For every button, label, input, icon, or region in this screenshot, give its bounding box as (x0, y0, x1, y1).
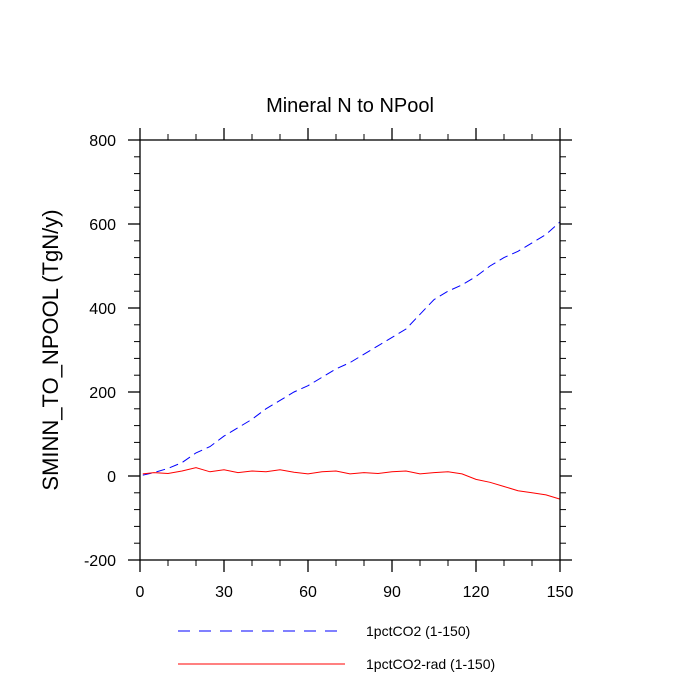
x-tick-label: 30 (215, 584, 233, 601)
x-tick-label: 90 (383, 584, 401, 601)
series-line-2 (142, 467, 561, 500)
plot-frame (139, 139, 561, 561)
y-tick-label: 400 (89, 301, 116, 318)
chart-title: Mineral N to NPool (266, 95, 434, 117)
y-axis-label: SMINN_TO_NPOOL (TgN/y) (38, 209, 63, 490)
series-group (142, 221, 561, 500)
legend-label-1: 1pctCO2 (1-150) (366, 623, 470, 639)
x-tick-label: 0 (136, 584, 145, 601)
x-tick-label: 60 (299, 584, 317, 601)
y-tick-label: -200 (84, 553, 116, 570)
x-tick-label: 120 (463, 584, 490, 601)
x-tick-label: 150 (547, 584, 574, 601)
y-tick-label: 800 (89, 133, 116, 150)
axis-ticks: 0 30 60 90 120 150 -200 0 200 400 600 800 (84, 128, 573, 601)
y-tick-label: 600 (89, 217, 116, 234)
y-tick-label: 0 (107, 469, 116, 486)
legend-label-2: 1pctCO2-rad (1-150) (366, 656, 495, 672)
series-line-1 (142, 221, 561, 476)
y-tick-label: 200 (89, 385, 116, 402)
legend: 1pctCO2 (1-150) 1pctCO2-rad (1-150) (178, 623, 495, 672)
